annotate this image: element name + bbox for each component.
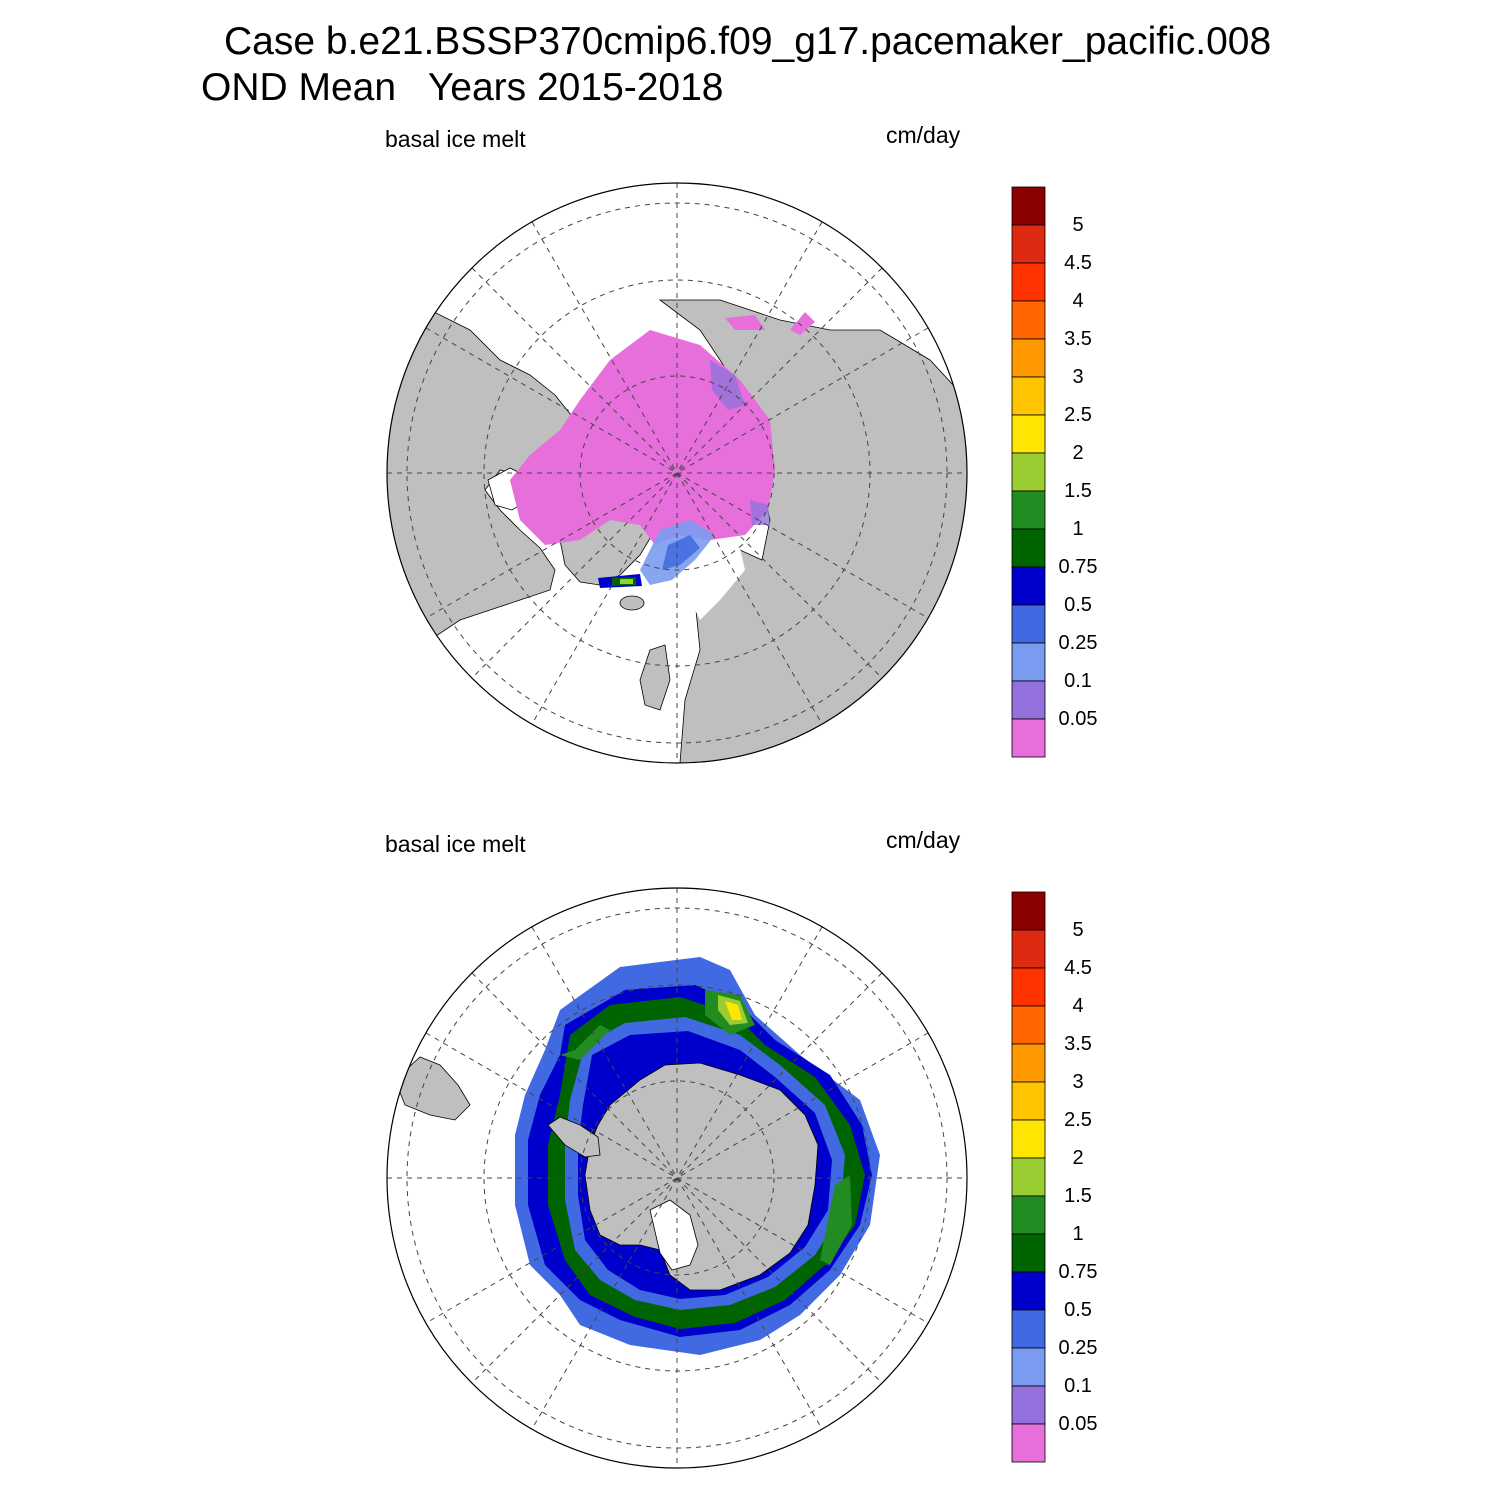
colorbar-tick-label: 0.25: [1058, 632, 1098, 654]
colorbar-box: [1011, 1119, 1046, 1159]
colorbar-tick-label: 5: [1072, 214, 1084, 236]
colorbar-tick-label: 4: [1072, 995, 1084, 1017]
se-greenland-melt-max: [620, 579, 633, 584]
colorbar-tick-label: 0.5: [1064, 594, 1092, 616]
south-left-label: basal ice melt: [385, 831, 526, 857]
colorbar-tick-label: 0.1: [1064, 1375, 1092, 1397]
colorbar-box: [1011, 680, 1046, 720]
barents-melt-high: [662, 535, 700, 570]
plot-title-line-1: Case b.e21.BSSP370cmip6.f09_g17.pacemake…: [224, 20, 1272, 63]
north-units-label: cm/day: [886, 122, 961, 148]
colorbar-tick-label: 0.75: [1058, 556, 1098, 578]
colorbar-tick-label: 3: [1072, 1071, 1084, 1093]
antarctic-peninsula-land: [547, 1116, 601, 1158]
colorbar-tick-label: 5: [1072, 919, 1084, 941]
colorbar-box: [1011, 224, 1046, 264]
south-polar-map: [386, 887, 1046, 1469]
colorbar-box: [1011, 414, 1046, 454]
norwegian-sea: [690, 545, 745, 620]
laptev-melt: [790, 312, 815, 335]
colorbar-box: [1011, 1347, 1046, 1387]
colorbar-box: [1011, 1309, 1046, 1349]
colorbar-box: [1011, 604, 1046, 644]
south-graticule: [387, 888, 967, 1468]
colorbar-tick-label: 0.5: [1064, 1299, 1092, 1321]
colorbar-tick-label: 4.5: [1064, 252, 1092, 274]
kara-sea-melt: [725, 315, 765, 330]
colorbar-box: [1011, 376, 1046, 416]
colorbar-tick-label: 2.5: [1064, 1109, 1092, 1131]
colorbar-box: [1011, 490, 1046, 530]
north-america-land: [387, 309, 576, 651]
weddell-melt-max: [725, 1001, 742, 1020]
colorbar-tick-label: 2.5: [1064, 404, 1092, 426]
colorbar-box: [1011, 186, 1046, 226]
south-colorbar: [1011, 891, 1046, 1463]
colorbar-tick-label: 0.1: [1064, 670, 1092, 692]
laptev-melt-mid: [710, 360, 745, 410]
iceland-land: [619, 595, 645, 611]
colorbar-box: [1011, 262, 1046, 302]
colorbar-tick-label: 3: [1072, 366, 1084, 388]
colorbar-tick-label: 1: [1072, 1223, 1084, 1245]
colorbar-tick-label: 4: [1072, 290, 1084, 312]
ross-ice-shelf: [649, 1199, 699, 1271]
colorbar-box: [1011, 967, 1046, 1007]
colorbar-box: [1011, 1195, 1046, 1235]
colorbar-box: [1011, 1043, 1046, 1083]
south-america-land: [394, 1056, 471, 1121]
colorbar-box: [1011, 300, 1046, 340]
north-graticule: [387, 183, 967, 763]
colorbar-box: [1011, 1081, 1046, 1121]
south-units-label: cm/day: [886, 827, 961, 853]
kara-edge-melt: [750, 500, 770, 525]
colorbar-box: [1011, 929, 1046, 969]
north-left-label: basal ice melt: [385, 126, 526, 152]
colorbar-tick-label: 2: [1072, 1147, 1084, 1169]
colorbar-box: [1011, 1423, 1046, 1463]
arctic-melt-lowest: [510, 330, 775, 545]
north-colorbar: [1011, 186, 1046, 758]
colorbar-box: [1011, 1233, 1046, 1273]
colorbar-tick-label: 0.05: [1058, 708, 1098, 730]
colorbar-box: [1011, 1385, 1046, 1425]
colorbar-tick-label: 1: [1072, 518, 1084, 540]
colorbar-tick-label: 2: [1072, 442, 1084, 464]
colorbar-tick-label: 1.5: [1064, 480, 1092, 502]
colorbar-box: [1011, 642, 1046, 682]
colorbar-box: [1011, 1005, 1046, 1045]
colorbar-box: [1011, 566, 1046, 606]
south-map-border: [386, 887, 968, 1469]
north-polar-map: [386, 182, 1046, 764]
colorbar-tick-label: 0.25: [1058, 1337, 1098, 1359]
colorbar-box: [1011, 528, 1046, 568]
colorbar-tick-label: 0.05: [1058, 1413, 1098, 1435]
ross-melt-1.5: [560, 1025, 610, 1060]
colorbar-tick-label: 1.5: [1064, 1185, 1092, 1207]
colorbar-tick-label: 4.5: [1064, 957, 1092, 979]
colorbar-box: [1011, 1157, 1046, 1197]
east-melt-1.5: [820, 1175, 852, 1265]
colorbar-tick-label: 0.75: [1058, 1261, 1098, 1283]
colorbar-box: [1011, 718, 1046, 758]
colorbar-tick-label: 3.5: [1064, 328, 1092, 350]
colorbar-box: [1011, 452, 1046, 492]
colorbar-tick-label: 3.5: [1064, 1033, 1092, 1055]
colorbar-box: [1011, 891, 1046, 931]
north-map-border: [386, 182, 968, 764]
colorbar-box: [1011, 338, 1046, 378]
british-isles-land: [639, 644, 671, 711]
colorbar-box: [1011, 1271, 1046, 1311]
plot-title-line-2: OND Mean Years 2015-2018: [201, 66, 724, 109]
